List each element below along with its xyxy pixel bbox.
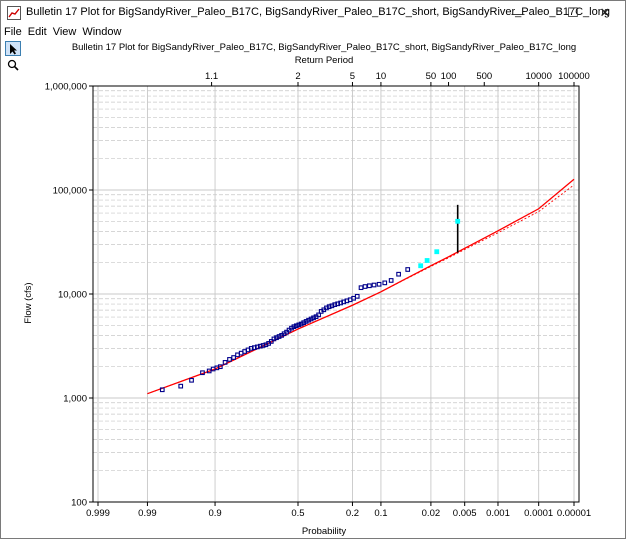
zoom-tool[interactable] bbox=[5, 57, 21, 72]
observed-point bbox=[354, 293, 360, 299]
x2-tick-label: 100000 bbox=[558, 71, 590, 82]
maximize-button[interactable]: ☐ bbox=[567, 5, 579, 20]
observed-point bbox=[388, 278, 394, 283]
flow-axis-label: Flow (cfs) bbox=[23, 282, 34, 323]
observed-point bbox=[251, 345, 257, 350]
menu-file[interactable]: File bbox=[4, 26, 22, 38]
y-tick-label: 1,000,000 bbox=[45, 82, 87, 93]
observed-point bbox=[200, 370, 205, 376]
plot-border bbox=[92, 85, 580, 503]
y-tick-label: 1,000 bbox=[63, 394, 87, 405]
menu-edit[interactable]: Edit bbox=[27, 26, 47, 38]
observed-point bbox=[254, 344, 260, 350]
observed-point bbox=[371, 282, 377, 288]
plot-area: 100 1,000 10,000 100,000 1,000,000 0.999 0.99 0… bbox=[45, 71, 591, 519]
observed-point bbox=[362, 284, 368, 289]
magnifier-icon bbox=[7, 59, 19, 71]
historic-point bbox=[434, 249, 440, 255]
observed-point bbox=[326, 304, 332, 310]
x-tick-label: 0.99 bbox=[138, 508, 157, 519]
observed-point bbox=[276, 334, 282, 339]
observed-point bbox=[335, 301, 340, 307]
window-title: Bulletin 17 Plot for BigSandyRiver_Paleo… bbox=[26, 6, 610, 18]
minimize-button[interactable]: — bbox=[511, 5, 525, 21]
x2-tick-label: 100 bbox=[441, 71, 457, 82]
observed-point bbox=[274, 335, 279, 341]
x-tick-label: 0.5 bbox=[291, 508, 304, 519]
x-tick-label: 0.999 bbox=[86, 508, 110, 519]
observed-point bbox=[308, 316, 314, 322]
menu-window[interactable]: Window bbox=[82, 26, 122, 38]
observed-point bbox=[382, 280, 388, 286]
return-period-axis-label: Return Period bbox=[295, 55, 354, 66]
y-tick-label: 100,000 bbox=[53, 186, 87, 197]
x2-tick-label: 10000 bbox=[525, 71, 551, 82]
pointer-tool[interactable] bbox=[5, 41, 21, 56]
x-tick-label: 0.005 bbox=[453, 508, 477, 519]
observed-point bbox=[159, 387, 165, 393]
title-bar: Bulletin 17 Plot for BigSandyRiver_Paleo… bbox=[1, 1, 625, 25]
menu-view[interactable]: View bbox=[52, 26, 77, 38]
observed-point bbox=[296, 322, 302, 328]
observed-point bbox=[217, 364, 223, 370]
observed-point bbox=[178, 383, 184, 389]
x2-tick-label: 2 bbox=[295, 71, 300, 82]
observed-point bbox=[268, 339, 274, 344]
x-tick-label: 0.02 bbox=[422, 508, 441, 519]
fitted-frequency-curve-alt bbox=[147, 184, 575, 395]
observed-point bbox=[189, 377, 194, 383]
observed-point bbox=[311, 315, 316, 321]
observed-point bbox=[332, 302, 338, 307]
x2-tick-label: 1.1 bbox=[205, 71, 218, 82]
observed-point bbox=[367, 283, 372, 289]
x-tick-label: 0.1 bbox=[374, 508, 387, 519]
probability-axis-label: Probability bbox=[302, 526, 347, 537]
menu-bar: File Edit View Window bbox=[1, 25, 625, 39]
observed-point bbox=[316, 312, 321, 318]
observed-point bbox=[306, 317, 311, 323]
historic-point bbox=[418, 263, 424, 269]
observed-point bbox=[376, 281, 382, 287]
tool-strip bbox=[5, 41, 21, 73]
historic-point bbox=[424, 258, 430, 263]
arrow-pointer-icon bbox=[10, 44, 17, 55]
x-tick-label: 0.0001 bbox=[524, 508, 553, 519]
fitted-frequency-curve bbox=[147, 178, 575, 395]
x-tick-label: 0.00001 bbox=[557, 508, 591, 519]
observed-point bbox=[231, 355, 236, 360]
observed-point bbox=[358, 285, 364, 291]
x2-tick-label: 50 bbox=[426, 71, 437, 82]
frequency-chart[interactable]: Bulletin 17 Plot for BigSandyRiver_Paleo… bbox=[1, 39, 625, 538]
observed-point bbox=[405, 267, 411, 272]
close-button[interactable]: ✕ bbox=[599, 5, 611, 20]
observed-point bbox=[235, 352, 240, 358]
historic-point bbox=[455, 218, 461, 224]
x-tick-label: 0.001 bbox=[486, 508, 510, 519]
observed-point bbox=[291, 324, 297, 330]
observed-point bbox=[271, 336, 277, 342]
x-tick-label: 0.2 bbox=[346, 508, 359, 519]
observed-point bbox=[227, 357, 232, 362]
x2-tick-label: 5 bbox=[350, 71, 355, 82]
observed-point bbox=[222, 360, 228, 365]
observed-point bbox=[324, 305, 329, 311]
y-tick-label: 10,000 bbox=[58, 290, 87, 301]
observed-point bbox=[303, 319, 309, 324]
observed-point bbox=[260, 343, 266, 348]
observed-point bbox=[396, 271, 401, 277]
chart-window-icon bbox=[7, 6, 21, 20]
y-tick-label: 100 bbox=[71, 498, 87, 509]
observed-point bbox=[257, 343, 263, 349]
observed-point bbox=[329, 303, 335, 309]
x2-tick-label: 10 bbox=[376, 71, 387, 82]
x-tick-label: 0.9 bbox=[208, 508, 221, 519]
observed-point bbox=[294, 323, 299, 329]
x2-tick-label: 500 bbox=[476, 71, 492, 82]
chart-title: Bulletin 17 Plot for BigSandyRiver_Paleo… bbox=[72, 42, 576, 53]
